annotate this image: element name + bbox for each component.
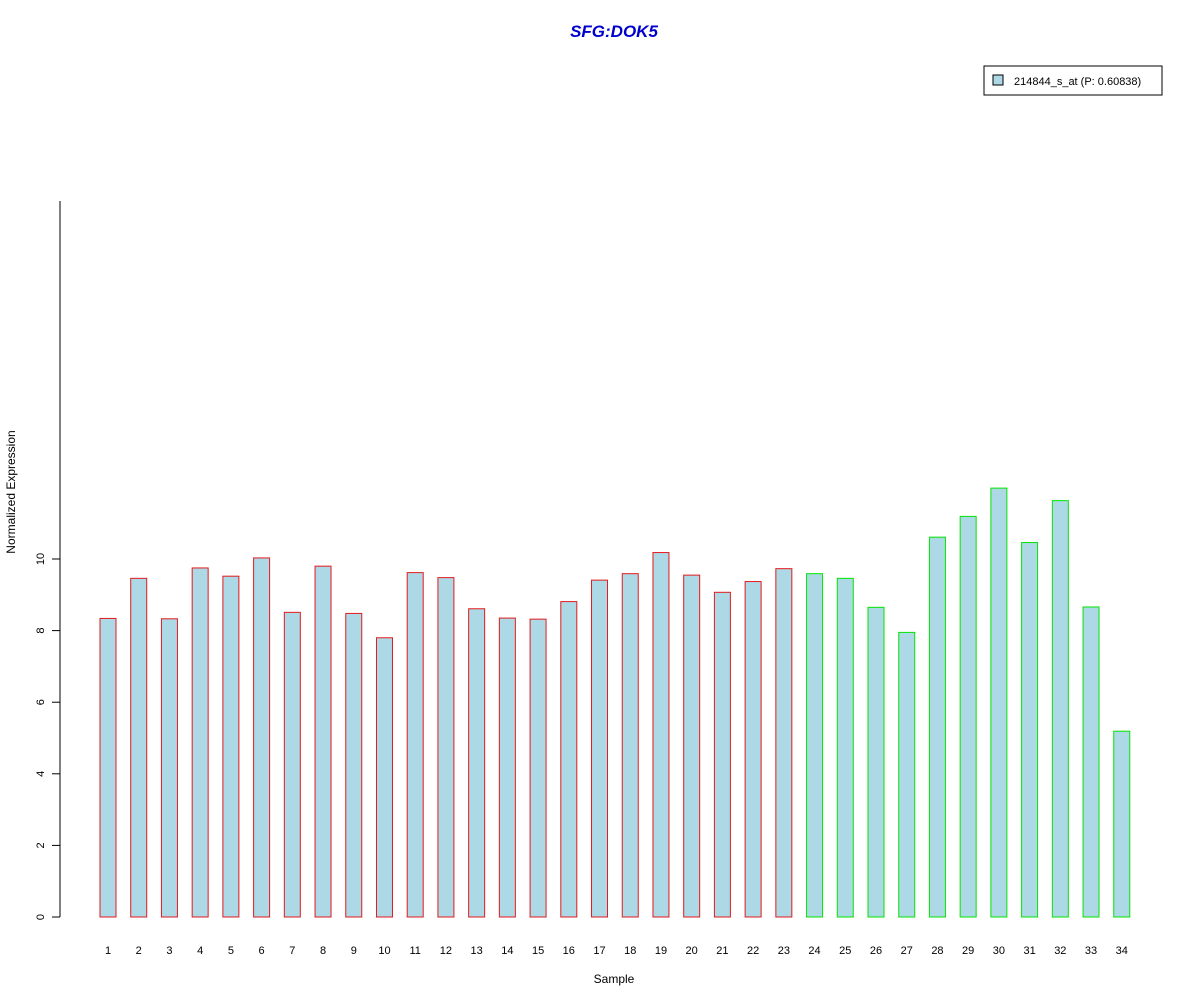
y-tick-label: 4 xyxy=(35,771,47,777)
x-tick-label: 4 xyxy=(197,945,203,957)
x-tick-label: 12 xyxy=(440,945,452,957)
bar-sample-31 xyxy=(1021,542,1039,918)
bar-sample-6 xyxy=(253,557,271,918)
bar-sample-13 xyxy=(468,608,486,918)
x-tick-label: 14 xyxy=(501,945,513,957)
x-tick-label: 34 xyxy=(1116,945,1128,957)
x-tick-label: 9 xyxy=(351,945,357,957)
x-tick-label: 7 xyxy=(289,945,295,957)
y-tick-label: 2 xyxy=(35,842,47,848)
x-tick-label: 28 xyxy=(931,945,943,957)
x-tick-label: 6 xyxy=(259,945,265,957)
legend-box xyxy=(983,65,1163,96)
x-tick-labels: 1 2 3 4 5 6 7 8 9 10 11 12 13 14 15 16 17 18 19 20 21 22 23 24 2… xyxy=(105,945,1128,957)
y-tick-label: 6 xyxy=(35,699,47,705)
x-tick-label: 25 xyxy=(839,945,851,957)
bar-sample-3 xyxy=(160,618,178,918)
x-tick-label: 11 xyxy=(409,945,420,957)
x-tick-label: 20 xyxy=(686,945,698,957)
bar-sample-33 xyxy=(1082,606,1100,918)
bar-sample-20 xyxy=(683,574,701,918)
bar-sample-34 xyxy=(1113,730,1131,918)
bar-sample-16 xyxy=(560,601,578,918)
bar-sample-18 xyxy=(621,573,639,918)
x-tick-label: 32 xyxy=(1054,945,1066,957)
x-tick-label: 24 xyxy=(808,945,820,957)
x-tick-label: 18 xyxy=(624,945,636,957)
x-tick-label: 17 xyxy=(593,945,605,957)
x-tick-label: 15 xyxy=(532,945,544,957)
x-tick-label: 29 xyxy=(962,945,974,957)
x-tick-label: 19 xyxy=(655,945,667,957)
x-tick-label: 31 xyxy=(1023,945,1035,957)
bar-sample-27 xyxy=(898,631,916,918)
x-tick-label: 26 xyxy=(870,945,882,957)
x-tick-label: 16 xyxy=(563,945,575,957)
bar-sample-29 xyxy=(959,515,977,918)
bar-sample-24 xyxy=(806,573,824,918)
x-tick-label: 23 xyxy=(778,945,790,957)
bar-sample-2 xyxy=(130,577,148,918)
x-tick-label: 5 xyxy=(228,945,234,957)
x-tick-label: 13 xyxy=(471,945,483,957)
x-tick-label: 27 xyxy=(901,945,913,957)
x-tick-label: 22 xyxy=(747,945,759,957)
bar-sample-26 xyxy=(867,606,885,918)
y-axis-label: Normalized Expression xyxy=(4,430,18,553)
bar-sample-22 xyxy=(744,581,762,918)
bar-sample-28 xyxy=(928,536,946,918)
bar-sample-10 xyxy=(375,637,393,918)
x-tick-label: 2 xyxy=(136,945,142,957)
bar-sample-32 xyxy=(1051,500,1069,918)
x-tick-label: 3 xyxy=(166,945,172,957)
bar-sample-9 xyxy=(345,612,363,918)
bar-sample-7 xyxy=(283,611,301,918)
bar-sample-8 xyxy=(314,565,332,918)
bar-sample-17 xyxy=(591,579,609,918)
y-tick-label: 8 xyxy=(35,628,47,634)
x-tick-label: 21 xyxy=(716,945,728,957)
bar-sample-14 xyxy=(498,617,516,918)
bar-sample-21 xyxy=(713,591,731,918)
bar-sample-1 xyxy=(99,617,117,918)
legend: 214844_s_at (P: 0.60838) xyxy=(983,65,1163,96)
bar-sample-23 xyxy=(775,568,793,918)
bar-sample-4 xyxy=(191,567,209,918)
x-tick-label: 30 xyxy=(993,945,1005,957)
x-tick-label: 33 xyxy=(1085,945,1097,957)
bar-sample-30 xyxy=(990,487,1008,918)
y-tick-label: 10 xyxy=(35,553,47,565)
legend-swatch xyxy=(992,74,1004,86)
bar-sample-11 xyxy=(406,572,424,918)
legend-label: 214844_s_at (P: 0.60838) xyxy=(1014,76,1141,88)
x-axis-label: Sample xyxy=(594,972,635,986)
chart-title: SFG:DOK5 xyxy=(570,22,658,41)
bars xyxy=(99,487,1131,918)
bar-sample-5 xyxy=(222,575,240,918)
x-tick-label: 8 xyxy=(320,945,326,957)
bar-sample-25 xyxy=(836,577,854,918)
bar-sample-12 xyxy=(437,577,455,918)
bar-sample-15 xyxy=(529,618,547,918)
y-tick-label: 0 xyxy=(35,914,47,920)
bar-sample-19 xyxy=(652,552,670,918)
x-tick-label: 1 xyxy=(105,945,111,957)
x-tick-label: 10 xyxy=(378,945,390,957)
y-ticks: 0 2 4 6 8 10 xyxy=(35,553,60,920)
